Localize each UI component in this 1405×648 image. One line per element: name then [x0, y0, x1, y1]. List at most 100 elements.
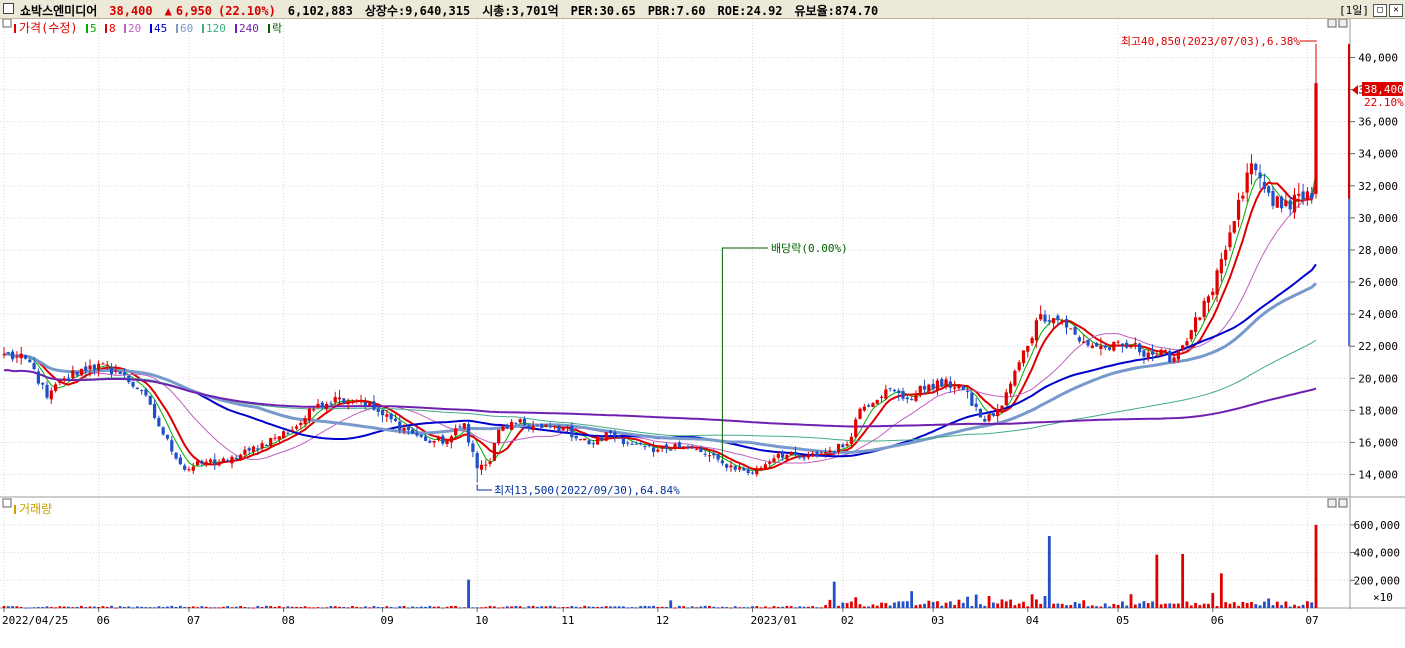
volume-bar: [841, 602, 845, 608]
volume-bar: [755, 606, 759, 608]
window-controls: [1일] □ ✕: [1337, 2, 1403, 18]
candle-body: [1279, 196, 1284, 209]
candle-body: [651, 447, 656, 453]
candle-body: [165, 434, 170, 439]
volume-bar: [1034, 599, 1038, 608]
pane-close-icon[interactable]: [1338, 19, 1348, 28]
candle-body: [359, 400, 363, 403]
header-checkbox[interactable]: [3, 3, 14, 14]
candle-body: [910, 399, 914, 401]
volume-bar: [510, 606, 513, 608]
high-arrow-line: [1300, 40, 1317, 42]
volume-bar: [634, 607, 638, 609]
candle-body: [161, 427, 165, 435]
volume-bar: [372, 606, 376, 608]
candle-body: [1017, 362, 1021, 371]
candle-body: [385, 414, 389, 417]
volume-bar: [196, 607, 199, 609]
candle-body: [1228, 232, 1232, 248]
volume-bar: [897, 601, 901, 608]
candle-body: [28, 359, 32, 363]
volume-bar: [256, 605, 260, 608]
candle-body: [6, 352, 10, 354]
pane-minimize-icon[interactable]: [2, 19, 12, 28]
candle-body: [742, 468, 746, 471]
volume-bar: [837, 605, 840, 608]
time-tick-label: 2022/04/25: [2, 614, 68, 627]
volume-bar: [591, 606, 595, 608]
time-tick-label: 2023/01: [750, 614, 796, 627]
volume-bar: [815, 607, 819, 609]
candle-body: [320, 402, 324, 408]
volume-bar: [785, 605, 789, 608]
volume-bar: [1060, 603, 1064, 608]
dividend-marker: [721, 247, 768, 461]
volume-bar: [282, 607, 286, 609]
legend-price-label[interactable]: 가격(수정): [19, 21, 78, 35]
volume-bar: [303, 606, 307, 608]
candle-body: [307, 408, 312, 421]
candle-body: [105, 364, 109, 366]
volume-bar: [686, 607, 690, 609]
volume-bar: [1065, 605, 1068, 608]
candle-body: [290, 429, 294, 432]
market-cap: 시총:3,701억: [482, 4, 559, 18]
volume-bar: [1288, 606, 1292, 608]
price-tick-label: 20,000: [1358, 372, 1398, 385]
vol-pane-close-icon[interactable]: [1338, 498, 1348, 508]
stock-price: 38,400: [109, 4, 153, 18]
period-selector[interactable]: [1일]: [1339, 4, 1369, 17]
candle-body: [303, 418, 307, 425]
volume-bar: [1116, 604, 1120, 608]
volume-bar: [699, 606, 703, 608]
candle-body: [639, 443, 643, 445]
candle-body: [643, 446, 647, 448]
price-tick-label: 26,000: [1358, 276, 1398, 289]
candle-body: [535, 425, 540, 427]
volume-bar: [110, 605, 113, 608]
volume-bar: [845, 603, 849, 608]
volume-bar: [71, 607, 75, 609]
volume-bar: [1112, 603, 1116, 608]
per-value: PER:30.65: [570, 4, 636, 18]
volume-bar: [467, 579, 470, 608]
volume-pane-controls[interactable]: [2, 498, 1348, 508]
volume-bar: [1176, 603, 1180, 608]
stock-name[interactable]: 쇼박스엔미디어: [20, 4, 98, 18]
candle-body: [656, 449, 660, 452]
vol-pane-minimize-icon[interactable]: [2, 498, 12, 508]
volume-bar: [682, 606, 686, 608]
candle-body: [931, 384, 935, 390]
high-annotation: 최고40,850(2023/07/03),6.38%: [1121, 35, 1301, 48]
candle-body: [522, 418, 527, 425]
volume-bar: [1275, 601, 1279, 608]
candle-body: [475, 453, 479, 469]
volume-bar: [1262, 601, 1266, 608]
volume-bar: [1185, 601, 1189, 608]
volume-bar: [1189, 605, 1193, 608]
vol-pane-max-icon[interactable]: [1327, 498, 1337, 508]
volume-bar: [1000, 599, 1004, 608]
volume-bar: [157, 606, 161, 608]
price-tag-box: [1362, 82, 1403, 96]
volume-bar: [987, 595, 991, 608]
volume-bar: [523, 607, 526, 609]
volume-unit: ×10: [1373, 591, 1393, 604]
candle-body: [849, 436, 854, 444]
pane-max-icon[interactable]: [1327, 19, 1337, 28]
volume-bar: [277, 606, 281, 608]
price-pane-controls[interactable]: [2, 19, 1348, 28]
candle-body: [836, 443, 841, 453]
restore-icon[interactable]: □: [1373, 3, 1387, 17]
close-icon[interactable]: ✕: [1389, 3, 1403, 17]
candle-body: [768, 462, 772, 464]
candle-body: [264, 445, 268, 447]
volume-bar: [385, 606, 389, 608]
volume-legend-label[interactable]: 거래량: [19, 502, 52, 516]
volume-bar: [221, 606, 225, 608]
candle-body: [1069, 328, 1073, 330]
legend-ma-label: 60: [180, 22, 193, 35]
volume-bar: [948, 601, 952, 608]
candle-body: [1275, 196, 1279, 208]
price-tick-label: 24,000: [1358, 308, 1398, 321]
